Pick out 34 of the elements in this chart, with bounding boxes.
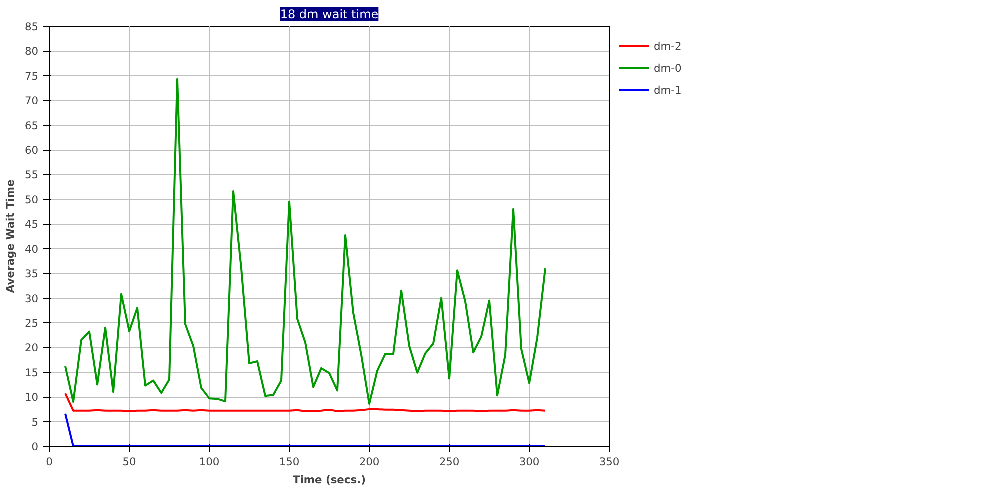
chart-title: 18 dm wait time bbox=[280, 8, 379, 22]
y-tick-label: 40 bbox=[24, 242, 39, 256]
y-tick-label: 10 bbox=[24, 391, 39, 404]
x-tick-label: 100 bbox=[199, 456, 220, 468]
y-tick-label: 50 bbox=[24, 193, 39, 206]
x-tick-label: 350 bbox=[599, 456, 620, 468]
y-tick-label: 15 bbox=[24, 366, 39, 380]
y-tick-label: 55 bbox=[24, 168, 39, 182]
line-series bbox=[64, 392, 546, 412]
x-tick-label: 0 bbox=[46, 456, 54, 468]
y-tick-label: 25 bbox=[24, 316, 39, 330]
y-tick-label: 20 bbox=[24, 342, 39, 355]
x-axis-title: Time (secs.) bbox=[293, 474, 366, 486]
y-tick-label: 85 bbox=[24, 20, 39, 34]
y-tick-label: 35 bbox=[24, 268, 39, 281]
x-tick-label: 200 bbox=[359, 456, 380, 468]
y-tick-label: 65 bbox=[24, 119, 39, 132]
x-tick-label: 250 bbox=[439, 456, 460, 468]
legend-label: dm-0 bbox=[654, 62, 682, 74]
y-axis-title: Average Wait Time bbox=[4, 180, 17, 294]
y-tick-label: 60 bbox=[24, 144, 39, 158]
y-tick-label: 45 bbox=[24, 218, 39, 232]
x-tick-label: 50 bbox=[122, 456, 136, 468]
x-tick-label: 300 bbox=[519, 456, 540, 468]
y-tick-label: 30 bbox=[24, 292, 39, 306]
x-tick-label: 150 bbox=[279, 456, 300, 468]
y-tick-label: 80 bbox=[24, 45, 39, 58]
y-tick-label: 5 bbox=[32, 416, 38, 429]
legend-label: dm-1 bbox=[654, 84, 682, 96]
line-series bbox=[64, 78, 546, 406]
y-tick-label: 75 bbox=[24, 70, 39, 83]
y-tick-label: 0 bbox=[32, 440, 39, 454]
y-tick-label: 70 bbox=[24, 94, 39, 108]
legend-label: dm-2 bbox=[654, 40, 682, 52]
